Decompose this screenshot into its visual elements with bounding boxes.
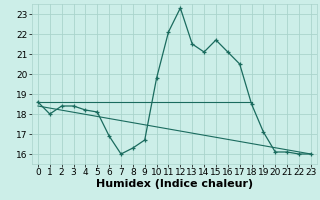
X-axis label: Humidex (Indice chaleur): Humidex (Indice chaleur): [96, 179, 253, 189]
